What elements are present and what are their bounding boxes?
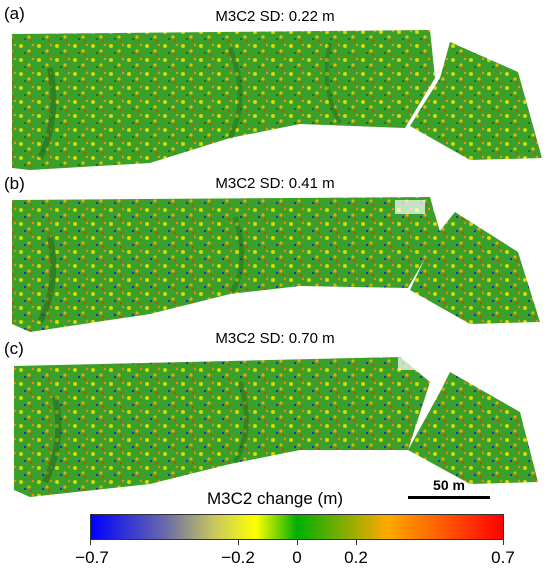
- scale-bar-line: [408, 496, 490, 499]
- panel-letter-a: (a): [4, 4, 25, 23]
- panel-title-a: M3C2 SD: 0.22 m: [215, 8, 335, 25]
- colorbar-title: M3C2 change (m): [206, 489, 344, 508]
- change-map-b-left: [12, 197, 440, 332]
- scale-bar-label: 50 m: [433, 477, 465, 493]
- change-map-c-left: [14, 357, 430, 497]
- colorbar-tick-label-2: −0.2: [221, 548, 255, 567]
- colorbar-tickmark-4: [356, 540, 357, 545]
- colorbar-tickmark-3: [297, 540, 298, 545]
- change-map-b-right: [410, 212, 540, 324]
- change-map-b: [12, 197, 540, 332]
- scale-bar: 50 m: [404, 477, 494, 501]
- panel-letter-c: (c): [4, 339, 24, 358]
- colorbar-tick-label-1: −0.7: [75, 548, 109, 567]
- panel-letter-b: (b): [4, 174, 25, 193]
- change-map-a-left: [12, 30, 435, 170]
- colorbar-tick-label-3: 0: [292, 548, 302, 567]
- change-map-c-right: [408, 372, 538, 484]
- panel-title-b: M3C2 SD: 0.41 m: [215, 175, 335, 192]
- colorbar-tickmark-5: [503, 540, 504, 545]
- ridge-shadow-a: [37, 67, 57, 160]
- panel-title-c: M3C2 SD: 0.70 m: [215, 330, 335, 347]
- colorbar-tickmark-1: [90, 540, 91, 545]
- change-map-a: [12, 30, 542, 170]
- colorbar-tick-label-4: 0.2: [344, 548, 368, 567]
- colorbar-tick-label-5: 0.7: [491, 548, 515, 567]
- colorbar-tickmark-2: [238, 540, 239, 545]
- colorbar: [90, 514, 504, 540]
- change-map-c: [14, 357, 538, 497]
- change-map-a-right: [410, 42, 542, 160]
